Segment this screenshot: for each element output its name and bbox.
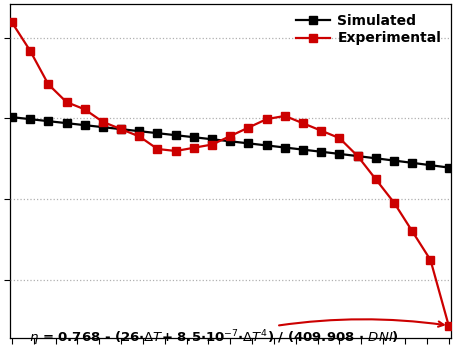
Line: Simulated: Simulated <box>8 113 453 171</box>
Simulated <box>64 121 69 125</box>
Simulated <box>137 129 142 133</box>
Simulated <box>264 143 270 148</box>
Experimental <box>319 129 324 133</box>
Simulated <box>82 123 88 127</box>
Experimental <box>300 121 306 125</box>
Simulated <box>209 137 215 141</box>
Experimental <box>118 127 124 131</box>
Simulated <box>27 117 33 121</box>
Experimental <box>155 147 160 151</box>
Experimental <box>137 134 142 138</box>
Simulated <box>9 115 15 119</box>
Simulated <box>355 154 361 158</box>
Legend: Simulated, Experimental: Simulated, Experimental <box>293 11 444 48</box>
Simulated <box>428 163 433 167</box>
Simulated <box>410 161 415 165</box>
Simulated <box>446 165 452 170</box>
Simulated <box>282 145 288 150</box>
Experimental <box>428 258 433 262</box>
Experimental <box>46 82 51 86</box>
Simulated <box>228 139 233 143</box>
Experimental <box>391 201 397 205</box>
Line: Experimental: Experimental <box>8 18 453 329</box>
Simulated <box>100 125 106 129</box>
Experimental <box>27 48 33 53</box>
Simulated <box>155 131 160 135</box>
Experimental <box>446 324 452 328</box>
Simulated <box>191 135 197 139</box>
Experimental <box>9 20 15 24</box>
Experimental <box>191 145 197 150</box>
Experimental <box>82 107 88 112</box>
Simulated <box>173 133 179 137</box>
Experimental <box>282 114 288 118</box>
Simulated <box>300 148 306 152</box>
Experimental <box>64 100 69 104</box>
Experimental <box>355 154 361 158</box>
Experimental <box>373 177 379 182</box>
Experimental <box>410 229 415 233</box>
Experimental <box>228 134 233 138</box>
Simulated <box>319 150 324 154</box>
Simulated <box>337 152 342 156</box>
Experimental <box>173 149 179 153</box>
Experimental <box>100 120 106 124</box>
Simulated <box>391 159 397 163</box>
Text: $\eta$ = 0.768 - (26·$\Delta T$+ 8.5·10$^{-7}$·$\Delta T^4$) / (409.908 · $DNI$): $\eta$ = 0.768 - (26·$\Delta T$+ 8.5·10$… <box>29 319 444 348</box>
Simulated <box>46 119 51 123</box>
Simulated <box>118 127 124 131</box>
Experimental <box>264 117 270 121</box>
Experimental <box>209 142 215 147</box>
Experimental <box>337 136 342 140</box>
Simulated <box>373 156 379 160</box>
Simulated <box>246 141 251 145</box>
Experimental <box>246 125 251 130</box>
